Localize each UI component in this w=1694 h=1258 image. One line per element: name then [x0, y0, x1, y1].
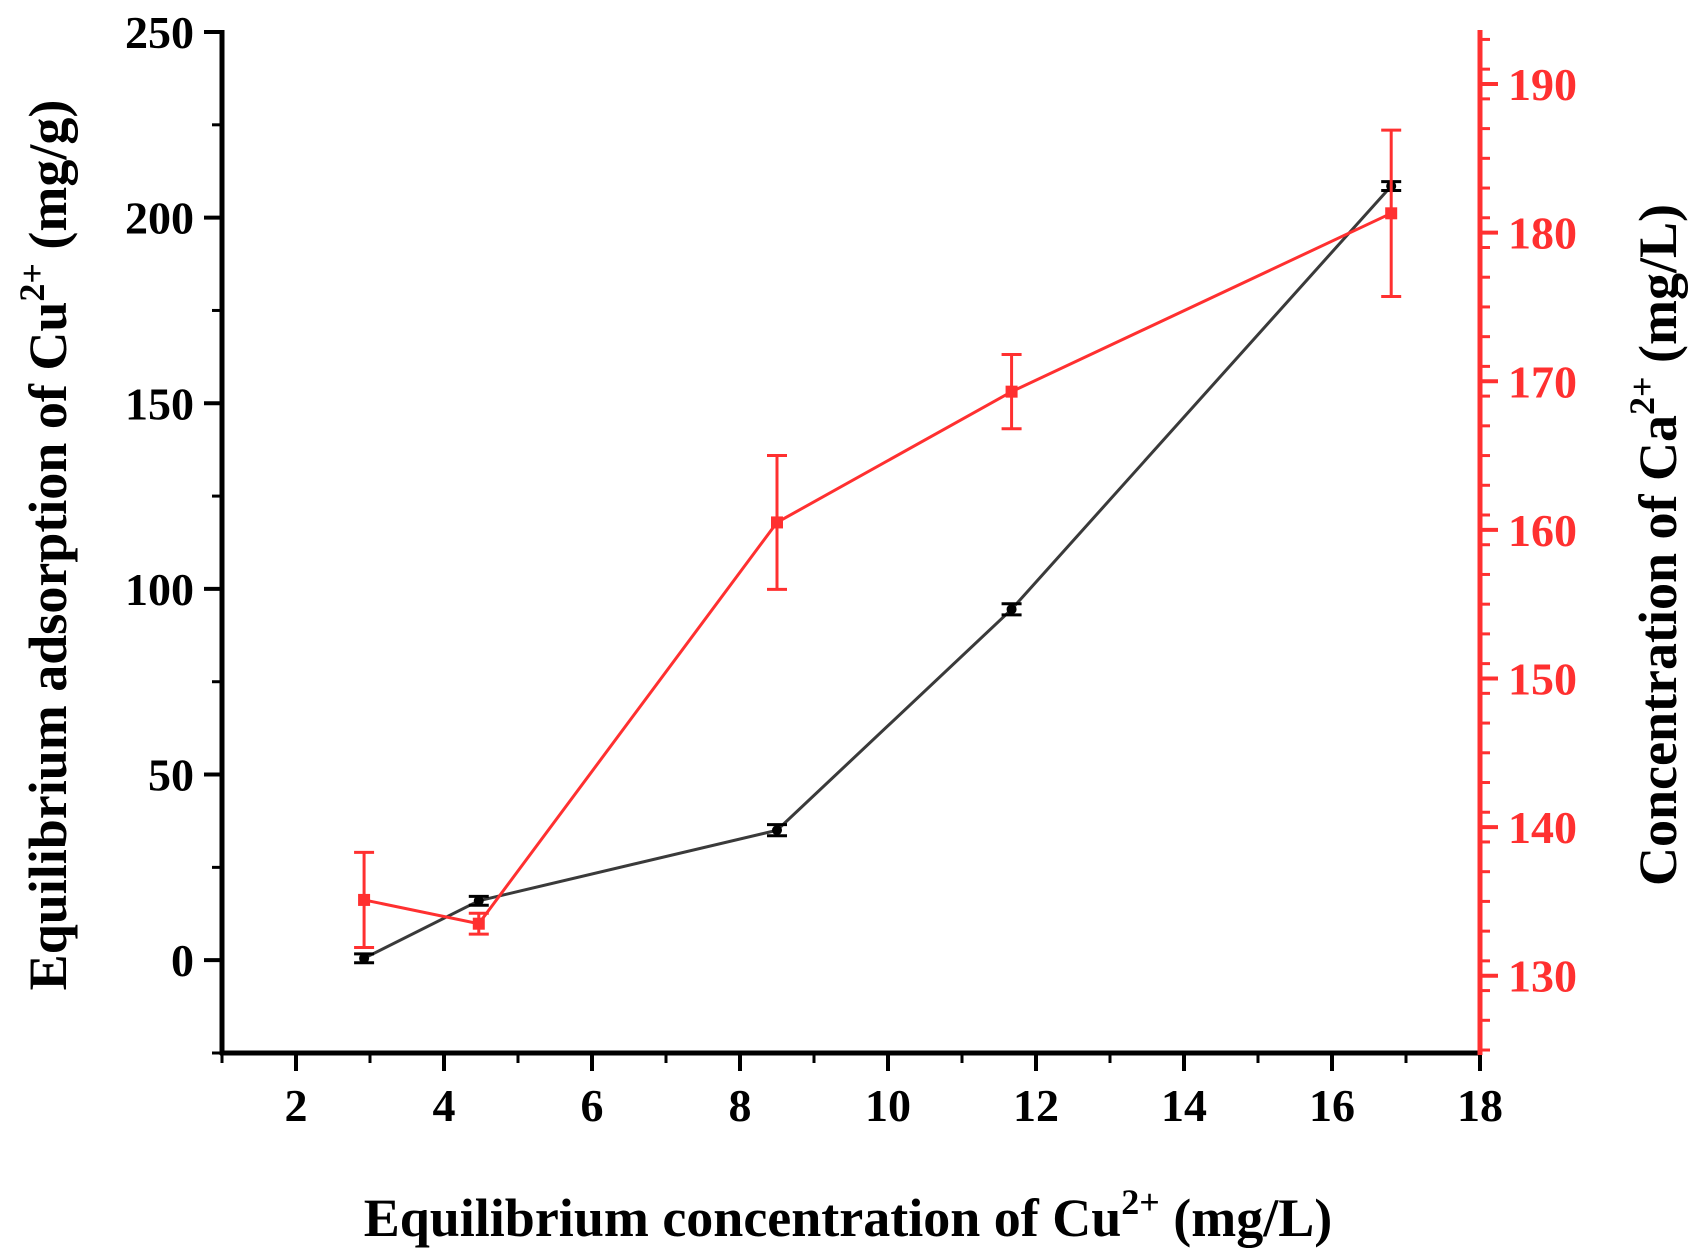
y-left-tick-label: 150	[125, 378, 194, 429]
data-point	[1005, 385, 1018, 398]
x-tick-label: 12	[1013, 1080, 1059, 1131]
y-left-tick-label: 0	[171, 935, 194, 986]
y-right-tick-label: 170	[1508, 356, 1577, 407]
y-left-tick-label: 50	[148, 750, 194, 801]
x-tick-label: 18	[1457, 1080, 1503, 1131]
y-right-tick-label: 150	[1508, 653, 1577, 704]
y-axis-left-title: Equilibrium adsorption of Cu2+ (mg/g)	[12, 100, 78, 991]
data-point	[472, 917, 485, 930]
x-tick-label: 6	[581, 1080, 604, 1131]
tick-marks	[204, 30, 1498, 1071]
y-right-tick-label: 160	[1508, 505, 1577, 556]
series-line	[363, 185, 1393, 960]
y-left-tick-label: 100	[125, 564, 194, 615]
x-tick-label: 10	[865, 1080, 911, 1131]
y-right-tick-label: 130	[1508, 951, 1577, 1002]
y-right-tick-label: 180	[1508, 208, 1577, 259]
data-point	[771, 516, 783, 529]
data-point	[473, 895, 484, 906]
series-line	[363, 211, 1392, 926]
data-point	[359, 953, 370, 964]
x-tick-label: 16	[1309, 1080, 1355, 1131]
x-tick-label: 2	[285, 1080, 308, 1131]
data-point	[1385, 207, 1398, 220]
data-point	[772, 825, 782, 836]
y-axis-right-title: Concentration of Ca2+ (mg/L)	[1622, 204, 1688, 886]
x-tick-label: 4	[433, 1080, 456, 1131]
series-cu-adsorption	[354, 180, 1402, 965]
x-tick-label: 14	[1161, 1080, 1207, 1131]
y-right-tick-label: 140	[1508, 802, 1577, 853]
y-left-tick-label: 200	[125, 193, 194, 244]
axes	[219, 30, 1483, 1056]
x-axis-title: Equilibrium concentration of Cu2+ (mg/L)	[364, 1182, 1333, 1248]
data-point	[358, 893, 371, 906]
data-point	[1006, 604, 1017, 615]
y-left-tick-label: 250	[125, 7, 194, 58]
tick-labels: 2 4 6 8 10 12 14 16 1805010015020025013014015016…	[125, 7, 1577, 1131]
y-right-tick-label: 190	[1508, 59, 1577, 110]
series-ca-concentration	[354, 128, 1402, 949]
x-tick-label: 8	[729, 1080, 752, 1131]
